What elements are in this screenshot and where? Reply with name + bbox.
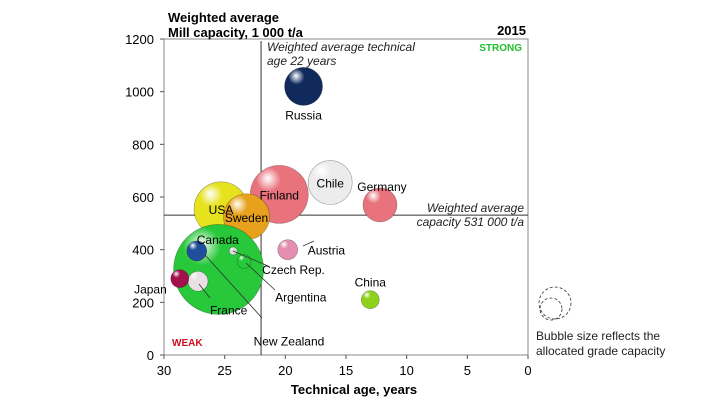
bubble-chile	[307, 160, 353, 205]
y-tick-label: 0	[147, 348, 154, 363]
y-tick-label: 1200	[125, 32, 154, 47]
leader-france	[198, 283, 211, 299]
hline-label-line2: capacity 531 000 t/a	[417, 215, 525, 229]
bubble-label-austria: Austria	[308, 244, 346, 258]
x-tick-label: 15	[339, 363, 353, 378]
x-tick-label: 25	[217, 363, 231, 378]
y-tick-label: 800	[132, 137, 154, 152]
bubbles-layer	[170, 67, 398, 315]
bubble-note-line2: allocated grade capacity	[536, 344, 665, 358]
x-tick-label: 10	[399, 363, 413, 378]
bubble-label-chile: Chile	[317, 177, 345, 191]
bubble-label-china: China	[355, 276, 387, 290]
vline-label-line1: Weighted average technical	[267, 40, 415, 54]
bubble-germany	[362, 187, 398, 223]
y-axis-title-line1: Weighted average	[168, 10, 279, 25]
bubble-label-czech-rep: Czech Rep.	[262, 263, 325, 277]
hline-label-line1: Weighted average	[427, 201, 525, 215]
y-tick-label: 200	[132, 295, 154, 310]
bubble-note-line1: Bubble size reflects the	[536, 329, 660, 343]
bubble-china	[360, 290, 380, 310]
bubble-size-legend: Bubble size reflects the allocated grade…	[536, 286, 665, 358]
quadrant-strong-label: STRONG	[479, 43, 522, 54]
y-tick-label: 400	[132, 243, 154, 258]
leader-argentina	[245, 262, 276, 291]
bubble-label-finland: Finland	[260, 188, 299, 202]
bubble-russia	[284, 67, 323, 106]
leader-new-zealand	[204, 254, 263, 319]
x-tick-label: 5	[464, 363, 471, 378]
bubble-label-russia: Russia	[285, 108, 322, 122]
bubble-austria	[277, 239, 299, 260]
bubble-label-germany: Germany	[357, 180, 406, 194]
bubble-label-argentina: Argentina	[275, 291, 327, 305]
x-tick-label: 0	[524, 363, 531, 378]
bubble-canada	[186, 240, 208, 262]
quadrant-weak-label: WEAK	[172, 338, 203, 349]
year-label: 2015	[497, 23, 526, 38]
leader-austria	[302, 240, 315, 247]
bubble-japan	[170, 269, 190, 288]
bubble-france	[187, 270, 209, 292]
x-axis-ticks: 30 25 20 15 10 5 0	[157, 355, 532, 378]
leader-czech	[232, 250, 269, 267]
bubble-label-canada: Canada	[197, 233, 239, 247]
x-tick-label: 20	[278, 363, 292, 378]
bubble-label-new-zealand: New Zealand	[254, 334, 325, 348]
bubble-label-japan: Japan	[134, 283, 167, 297]
x-axis-title: Technical age, years	[291, 382, 417, 397]
vline-label-line2: age 22 years	[267, 54, 336, 68]
legend-bubble-small	[539, 297, 563, 321]
bubble-label-sweden: Sweden	[225, 211, 268, 225]
bubble-argentina	[236, 254, 252, 269]
y-axis-ticks: 0 200 400 600 800 1000 1200	[125, 32, 164, 363]
legend-bubble-large	[538, 286, 572, 320]
y-tick-label: 1000	[125, 85, 154, 100]
label-leader-lines	[198, 240, 315, 319]
bubble-label-france: France	[210, 303, 248, 317]
y-tick-label: 600	[132, 190, 154, 205]
bubble-label-usa: USA	[209, 203, 234, 217]
x-tick-label: 30	[157, 363, 171, 378]
y-axis-title-line2: Mill capacity, 1 000 t/a	[168, 25, 304, 40]
